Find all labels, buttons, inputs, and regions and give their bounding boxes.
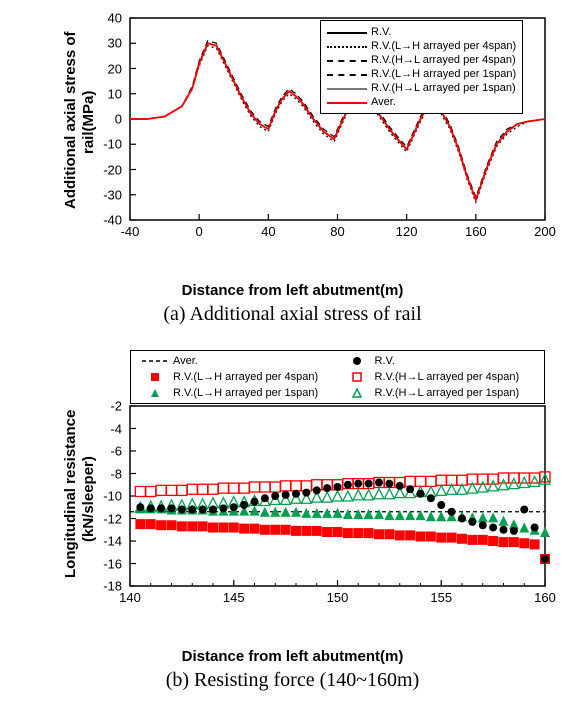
chart-a-xlabel: Distance from left abutment(m) — [0, 282, 585, 299]
figure-a: R.V.R.V.(L→H arrayed per 4span)R.V.(H→L … — [0, 0, 585, 326]
chart-b-legend: Aver.R.V.R.V.(L→H arrayed per 4span)R.V.… — [130, 350, 545, 404]
caption-a: (a) Additional axial stress of rail — [0, 303, 585, 326]
chart-b-xlabel: Distance from left abutment(m) — [0, 648, 585, 665]
chart-a-wrap: R.V.R.V.(L→H arrayed per 4span)R.V.(H→L … — [0, 0, 585, 280]
caption-b: (b) Resisting force (140~160m) — [0, 669, 585, 692]
figure-b: Aver.R.V.R.V.(L→H arrayed per 4span)R.V.… — [0, 336, 585, 692]
chart-a-legend: R.V.R.V.(L→H arrayed per 4span)R.V.(H→L … — [320, 20, 523, 114]
chart-b-wrap: Aver.R.V.R.V.(L→H arrayed per 4span)R.V.… — [0, 336, 585, 646]
